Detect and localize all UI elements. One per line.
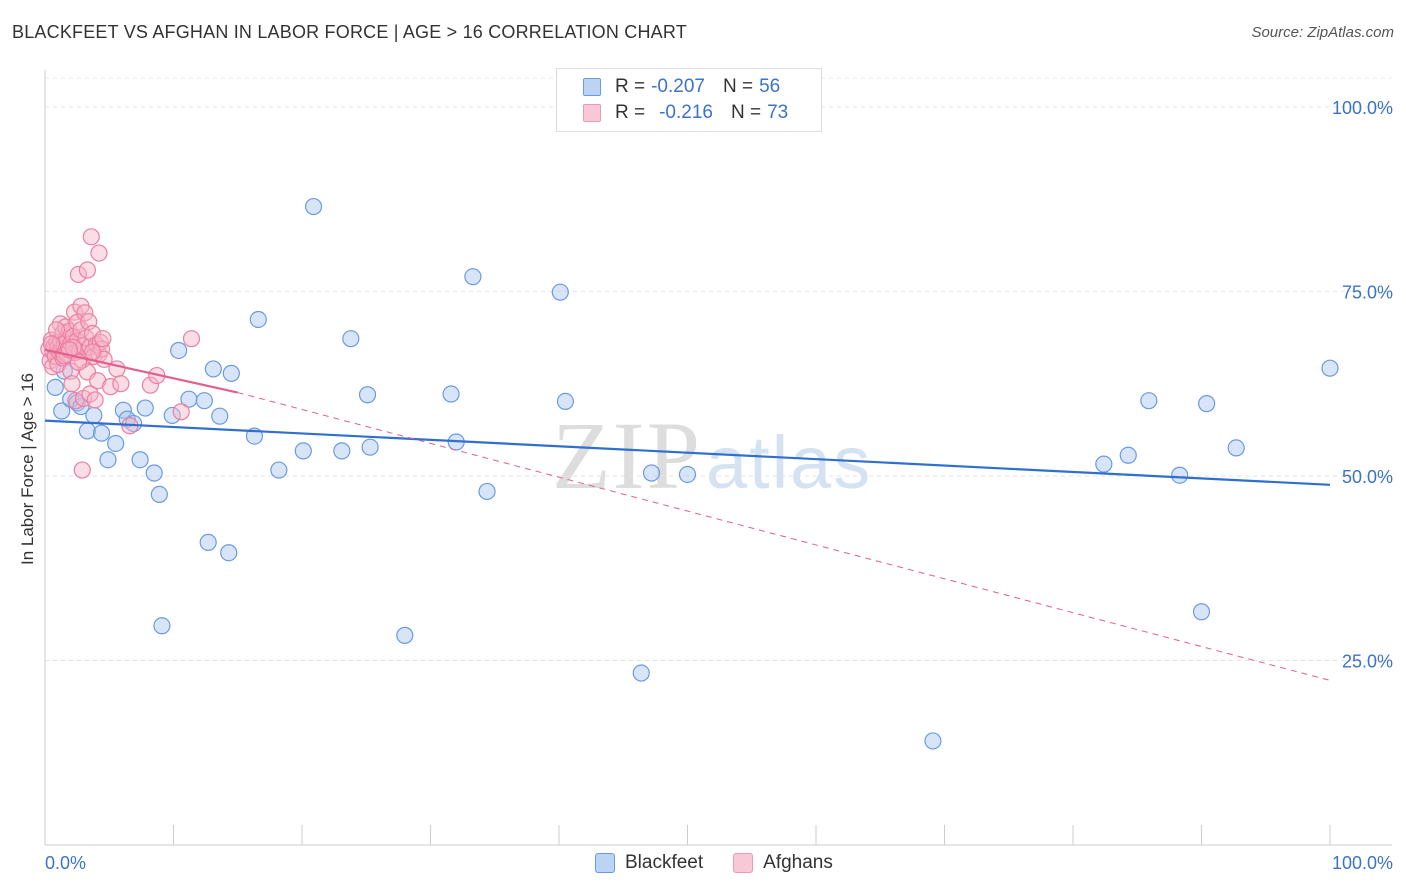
- afghans-point: [82, 228, 100, 246]
- blackfeet-point: [107, 434, 125, 453]
- blackfeet-point: [78, 422, 97, 440]
- blackfeet-point: [92, 424, 111, 442]
- blackfeet-trendline: [44, 419, 1331, 486]
- blackfeet-point: [99, 451, 117, 469]
- blackfeet-point: [85, 406, 103, 425]
- legend-item-afghans: Afghans: [733, 852, 833, 874]
- afghans-point: [83, 343, 102, 361]
- blackfeet-n-value: 56: [759, 76, 781, 97]
- blackfeet-point: [114, 401, 132, 419]
- blackfeet-point: [294, 442, 312, 460]
- blackfeet-r-value: -0.207: [651, 76, 705, 97]
- blackfeet-point: [358, 386, 377, 404]
- blackfeet-point: [204, 360, 222, 378]
- blackfeet-point: [678, 465, 697, 484]
- blackfeet-point: [163, 406, 181, 425]
- legend-row-afghans: R = -0.216 N = 73: [583, 101, 788, 125]
- blackfeet-point: [153, 617, 171, 635]
- blackfeet-point: [642, 464, 661, 482]
- blackfeet-point: [150, 485, 168, 504]
- blackfeet-point: [170, 341, 188, 360]
- y-tick-label: 100.0%: [1332, 98, 1393, 118]
- blackfeet-legend-label: Blackfeet: [625, 852, 704, 873]
- blackfeet-point: [464, 268, 482, 286]
- afghans-point: [78, 261, 97, 279]
- afghans-legend-swatch: [733, 853, 754, 873]
- legend-item-blackfeet: Blackfeet: [595, 852, 703, 874]
- blackfeet-point: [136, 399, 154, 417]
- r-label: R =: [615, 76, 646, 97]
- afghans-point: [112, 375, 130, 393]
- blackfeet-point: [1227, 439, 1245, 457]
- watermark: ZIPatlas: [552, 400, 872, 511]
- blackfeet-point: [220, 544, 238, 562]
- blackfeet-point: [222, 364, 240, 382]
- blackfeet-point: [1192, 603, 1211, 621]
- afghans-point: [141, 376, 159, 394]
- blackfeet-point: [632, 664, 650, 682]
- blackfeet-point: [1321, 359, 1339, 377]
- afghans-swatch: [583, 104, 601, 122]
- blackfeet-point: [1119, 446, 1137, 464]
- chart-title: BLACKFEET VS AFGHAN IN LABOR FORCE | AGE…: [12, 22, 687, 42]
- blackfeet-point: [551, 283, 569, 301]
- blackfeet-point: [145, 464, 163, 482]
- watermark-atlas: atlas: [706, 421, 873, 504]
- blackfeet-point: [924, 732, 942, 750]
- afghans-point: [172, 403, 190, 421]
- blackfeet-point: [333, 442, 351, 460]
- afghans-point: [63, 375, 81, 393]
- blackfeet-point: [249, 310, 267, 329]
- afghans-point: [86, 391, 104, 409]
- watermark-zip: ZIP: [552, 402, 702, 509]
- afghans-legend-label: Afghans: [763, 852, 833, 873]
- blackfeet-point: [46, 378, 64, 396]
- correlation-legend: R = -0.207 N = 56 R = -0.216 N = 73: [556, 68, 822, 132]
- afghans-point: [69, 265, 88, 284]
- blackfeet-point: [53, 402, 71, 420]
- blackfeet-point: [396, 626, 414, 644]
- y-tick-label: 25.0%: [1342, 651, 1393, 671]
- n-label: N =: [722, 76, 754, 97]
- afghans-point: [101, 378, 120, 396]
- blackfeet-point: [1095, 455, 1113, 473]
- blackfeet-point: [361, 438, 379, 456]
- blackfeet-swatch: [583, 78, 601, 96]
- blackfeet-point: [131, 451, 149, 469]
- afghans-trendline: [44, 348, 238, 394]
- r-label: R =: [615, 102, 646, 123]
- afghans-n-value: 73: [767, 102, 789, 123]
- x-tick-label: 0.0%: [45, 853, 86, 873]
- blackfeet-point: [211, 407, 229, 425]
- blackfeet-legend-swatch: [595, 853, 615, 873]
- y-axis-label: In Labor Force | Age > 16: [18, 372, 37, 565]
- afghans-point: [108, 360, 126, 378]
- blackfeet-point: [199, 533, 217, 551]
- blackfeet-point: [442, 385, 460, 403]
- n-label: N =: [730, 102, 762, 123]
- blackfeet-point: [1198, 395, 1216, 413]
- blackfeet-point: [1171, 466, 1189, 484]
- y-tick-label: 75.0%: [1342, 282, 1393, 302]
- blackfeet-point: [556, 392, 575, 411]
- legend-row-blackfeet: R = -0.207 N = 56: [583, 75, 780, 99]
- blackfeet-point: [195, 392, 213, 410]
- y-tick-label: 50.0%: [1342, 467, 1393, 487]
- afghans-r-value: -0.216: [659, 102, 713, 123]
- blackfeet-point: [478, 482, 496, 501]
- afghans-trendline-extended: [237, 392, 1331, 681]
- blackfeet-point: [342, 330, 360, 348]
- afghans-point: [76, 304, 94, 322]
- source-credit: Source: ZipAtlas.com: [1251, 24, 1394, 41]
- afghans-point: [73, 461, 91, 479]
- afghans-point: [90, 244, 108, 262]
- x-tick-label: 100.0%: [1332, 853, 1393, 873]
- afghans-point: [182, 330, 201, 348]
- series-legend: Blackfeet Afghans: [595, 852, 863, 874]
- blackfeet-point: [1140, 392, 1158, 410]
- blackfeet-point: [270, 461, 288, 479]
- afghans-point: [94, 330, 112, 348]
- blackfeet-point: [304, 197, 323, 216]
